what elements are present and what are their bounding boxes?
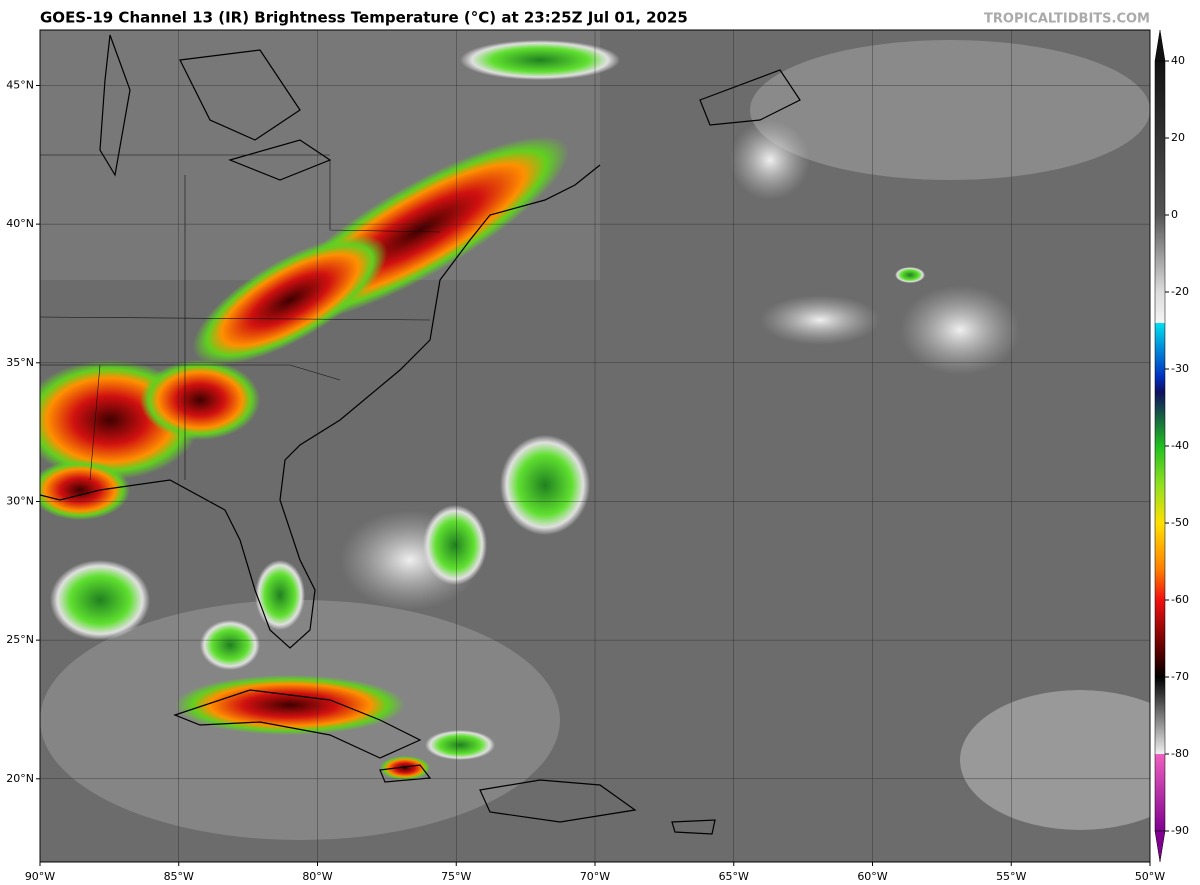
lon-tick-label: 85°W (164, 870, 194, 883)
colorbar (1154, 60, 1166, 832)
colorbar-tick-label: -70 (1171, 670, 1189, 683)
colorbar-tick-label: 40 (1171, 54, 1185, 67)
colorbar-tick-label: 20 (1171, 131, 1185, 144)
satellite-image (40, 30, 1150, 862)
lon-tick-label: 50°W (1135, 870, 1165, 883)
title: GOES-19 Channel 13 (IR) Brightness Tempe… (40, 9, 688, 27)
colorbar-tick-label: -90 (1171, 824, 1189, 837)
lon-tick-label: 75°W (441, 870, 471, 883)
lon-tick-label: 65°W (719, 870, 749, 883)
credit: TROPICALTIDBITS.COM (984, 12, 1150, 27)
lon-tick-label: 70°W (580, 870, 610, 883)
colorbar-tick-label: -60 (1171, 593, 1189, 606)
lat-tick-label: 35°N (6, 356, 34, 369)
colorbar-tick-label: 0 (1171, 208, 1178, 221)
lon-tick-label: 55°W (996, 870, 1026, 883)
colorbar-arrow-bottom (1154, 830, 1166, 863)
lat-tick-label: 20°N (6, 772, 34, 785)
lon-tick-label: 60°W (857, 870, 887, 883)
colorbar-arrow-top (1154, 29, 1166, 62)
lat-tick-label: 30°N (6, 494, 34, 507)
colorbar-tick-label: -30 (1171, 362, 1189, 375)
colorbar-tick-label: -50 (1171, 516, 1189, 529)
lat-tick-label: 40°N (6, 217, 34, 230)
lat-tick-label: 45°N (6, 78, 34, 91)
lon-tick-label: 90°W (25, 870, 55, 883)
colorbar-tick-label: -40 (1171, 439, 1189, 452)
colorbar-tick-label: -20 (1171, 285, 1189, 298)
colorbar-tick-label: -80 (1171, 747, 1189, 760)
lat-tick-label: 25°N (6, 633, 34, 646)
lon-tick-label: 80°W (302, 870, 332, 883)
